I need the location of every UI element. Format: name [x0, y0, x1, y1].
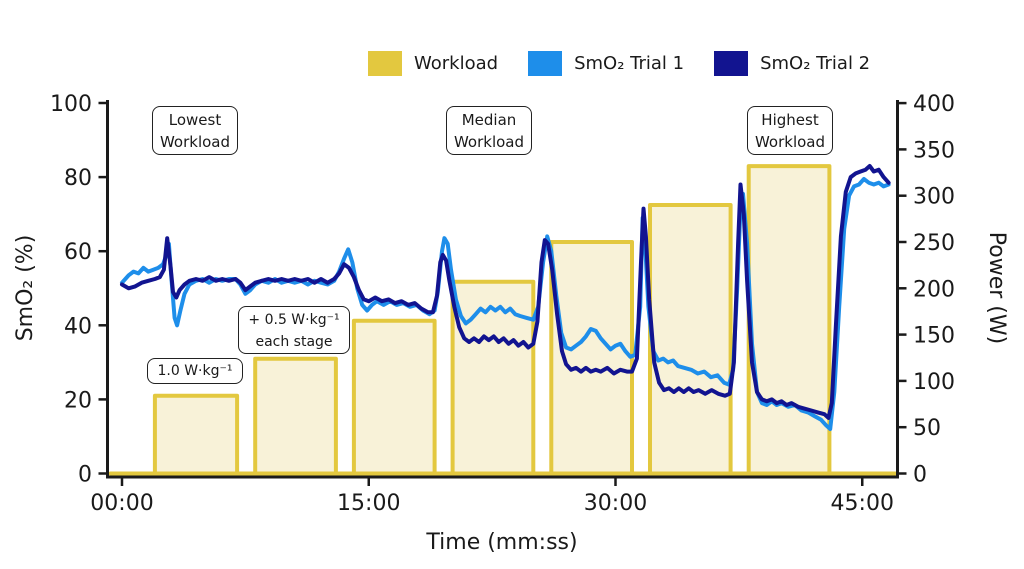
legend-item-workload: Workload — [368, 51, 498, 76]
annotation-median-workload: Median Workload — [446, 106, 532, 155]
annotation-text: 1.0 W·kg⁻¹ — [157, 363, 233, 379]
y-right-tick-label: 350 — [913, 138, 955, 163]
legend-label-workload: Workload — [414, 53, 499, 74]
y-right-axis-title: Power (W) — [984, 232, 1009, 344]
annotation-text: each stage — [255, 334, 333, 350]
y-left-ticks: 0 20 40 60 80 100 — [50, 92, 107, 488]
y-right-tick-label: 150 — [913, 324, 955, 349]
y-right-tick-label: 250 — [913, 231, 955, 256]
annotation-lowest-workload: Lowest Workload — [152, 106, 238, 155]
x-ticks: 00:00 15:00 30:00 45:00 — [90, 477, 894, 516]
annotation-text: Workload — [754, 133, 826, 151]
legend: Workload SmO₂ Trial 1 SmO₂ Trial 2 — [368, 51, 870, 76]
legend-label-smo2-trial1: SmO₂ Trial 1 — [574, 53, 685, 74]
annotation-text: Workload — [453, 133, 525, 151]
workload-swatch-icon — [368, 51, 402, 76]
smo2-trial1-swatch-icon — [528, 51, 563, 76]
smo2-trial2-line — [120, 164, 891, 420]
y-left-tick-label: 80 — [64, 166, 92, 191]
x-tick-label: 15:00 — [337, 491, 400, 516]
y-left-tick-label: 20 — [64, 388, 92, 413]
y-right-tick-label: 0 — [913, 463, 927, 488]
x-tick-label: 30:00 — [584, 491, 647, 516]
annotation-first-stage-intensity: 1.0 W·kg⁻¹ — [147, 358, 243, 384]
y-right-tick-label: 300 — [913, 185, 955, 210]
annotation-text: Median — [461, 111, 517, 129]
y-right-ticks: 0 50 100 150 200 250 300 350 400 — [898, 92, 955, 488]
legend-item-smo2-trial2: SmO₂ Trial 2 — [714, 51, 870, 76]
annotation-text: Lowest — [168, 111, 222, 129]
x-tick-label: 00:00 — [90, 491, 153, 516]
annotation-highest-workload: Highest Workload — [747, 106, 833, 155]
y-right-tick-label: 50 — [913, 416, 941, 441]
annotation-stage-increment: + 0.5 W·kg⁻¹ each stage — [238, 306, 350, 354]
y-left-tick-label: 60 — [64, 240, 92, 265]
smo2-trial2-swatch-icon — [714, 51, 749, 76]
annotation-text: Workload — [159, 133, 231, 151]
y-right-tick-label: 100 — [913, 370, 955, 395]
y-right-tick-label: 200 — [913, 277, 955, 302]
legend-label-smo2-trial2: SmO₂ Trial 2 — [760, 53, 871, 74]
x-tick-label: 45:00 — [831, 491, 894, 516]
y-left-tick-label: 100 — [50, 92, 92, 117]
y-right-tick-label: 400 — [913, 92, 955, 117]
annotation-text: Highest — [761, 111, 819, 129]
y-left-tick-label: 40 — [64, 314, 92, 339]
annotation-text: + 0.5 W·kg⁻¹ — [248, 312, 340, 328]
workload-area-series — [108, 164, 898, 476]
y-left-axis-title: SmO₂ (%) — [13, 235, 38, 342]
x-axis-title: Time (mm:ss) — [425, 530, 577, 555]
y-left-tick-label: 0 — [78, 463, 92, 488]
legend-item-smo2-trial1: SmO₂ Trial 1 — [528, 51, 684, 76]
